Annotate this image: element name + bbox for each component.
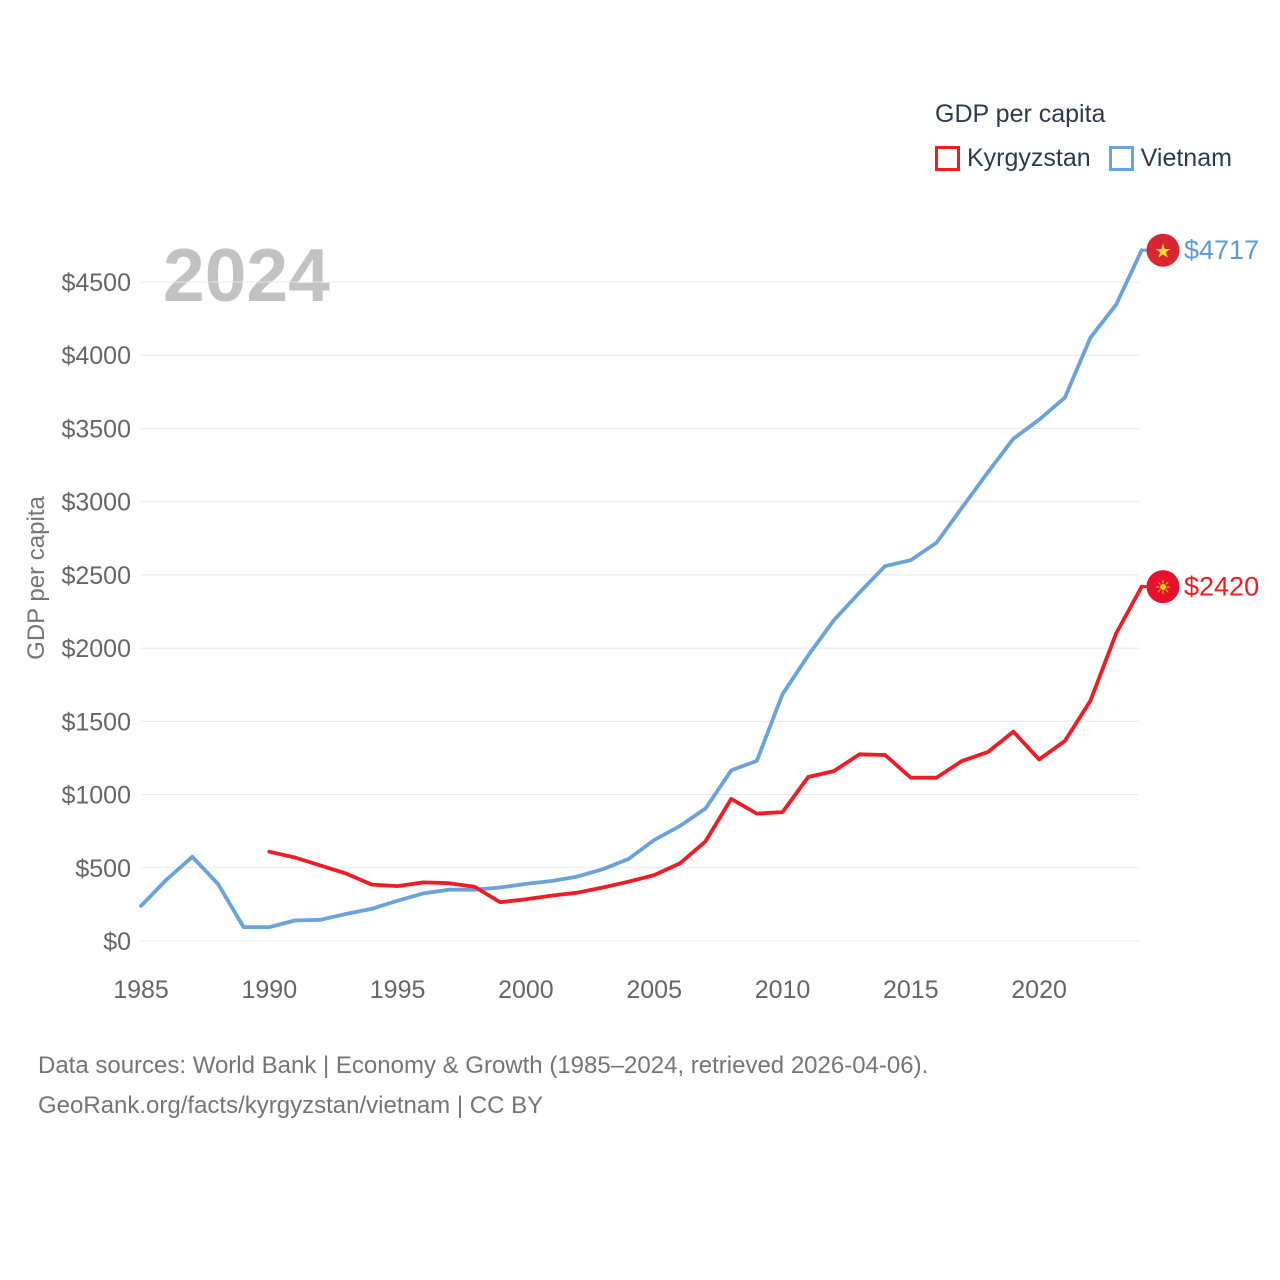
- kyrgyzstan-flag-glyph-icon: ☀: [1154, 578, 1171, 599]
- x-tick-label: 1985: [113, 976, 169, 1004]
- x-tick-label: 2015: [883, 976, 939, 1004]
- year-watermark: 2024: [163, 233, 330, 317]
- x-tick-label: 2010: [755, 976, 811, 1004]
- kyrgyzstan-end-value-label: $2420: [1184, 572, 1259, 602]
- x-tick-label: 2000: [498, 976, 554, 1004]
- y-tick-label: $0: [103, 928, 131, 956]
- x-tick-label: 2020: [1011, 976, 1067, 1004]
- y-tick-label: $3000: [61, 489, 131, 517]
- chart-legend: GDP per capita Kyrgyzstan Vietnam: [935, 100, 1255, 173]
- y-tick-label: $1500: [61, 708, 131, 736]
- vietnam-flag-glyph-icon: ★: [1154, 242, 1171, 263]
- x-tick-label: 1995: [370, 976, 426, 1004]
- legend-item-label: Vietnam: [1140, 144, 1232, 172]
- y-tick-label: $4000: [61, 342, 131, 370]
- kyrgyzstan-flag-icon: [1146, 570, 1180, 604]
- legend-item-label: Kyrgyzstan: [967, 144, 1091, 172]
- kyrgyzstan-line: [267, 584, 1144, 905]
- y-tick-label: $500: [75, 855, 131, 883]
- legend-item-vietnam[interactable]: Vietnam: [1108, 144, 1232, 173]
- y-tick-label: $1000: [61, 782, 131, 810]
- kyrgyzstan-swatch-icon: [935, 146, 960, 171]
- x-tick-label: 2005: [626, 976, 682, 1004]
- legend-item-kyrgyzstan[interactable]: Kyrgyzstan: [935, 144, 1091, 173]
- vietnam-flag-icon: [1146, 233, 1180, 267]
- x-tick-label: 1990: [241, 976, 297, 1004]
- attribution-line: GeoRank.org/facts/kyrgyzstan/vietnam | C…: [38, 1092, 544, 1119]
- gdp-per-capita-line-chart: 2024 $0 $500 $1000 $1500 $2000 $2500 $3000 $3500…: [23, 233, 1259, 1004]
- vietnam-line: [139, 248, 1144, 929]
- y-tick-label: $2000: [61, 635, 131, 663]
- y-tick-label: $3500: [61, 415, 131, 443]
- data-sources-line: Data sources: World Bank | Economy & Gro…: [38, 1052, 929, 1079]
- y-tick-label: $4500: [61, 269, 131, 297]
- legend-title: GDP per capita: [935, 100, 1106, 128]
- y-tick-label: $2500: [61, 562, 131, 590]
- vietnam-end-value-label: $4717: [1184, 235, 1259, 265]
- vietnam-swatch-icon: [1108, 146, 1134, 171]
- footer: Data sources: World Bank | Economy & Gro…: [38, 1046, 1138, 1126]
- y-axis-title: GDP per capita: [23, 496, 50, 660]
- legend-items: Kyrgyzstan Vietnam: [935, 144, 1255, 173]
